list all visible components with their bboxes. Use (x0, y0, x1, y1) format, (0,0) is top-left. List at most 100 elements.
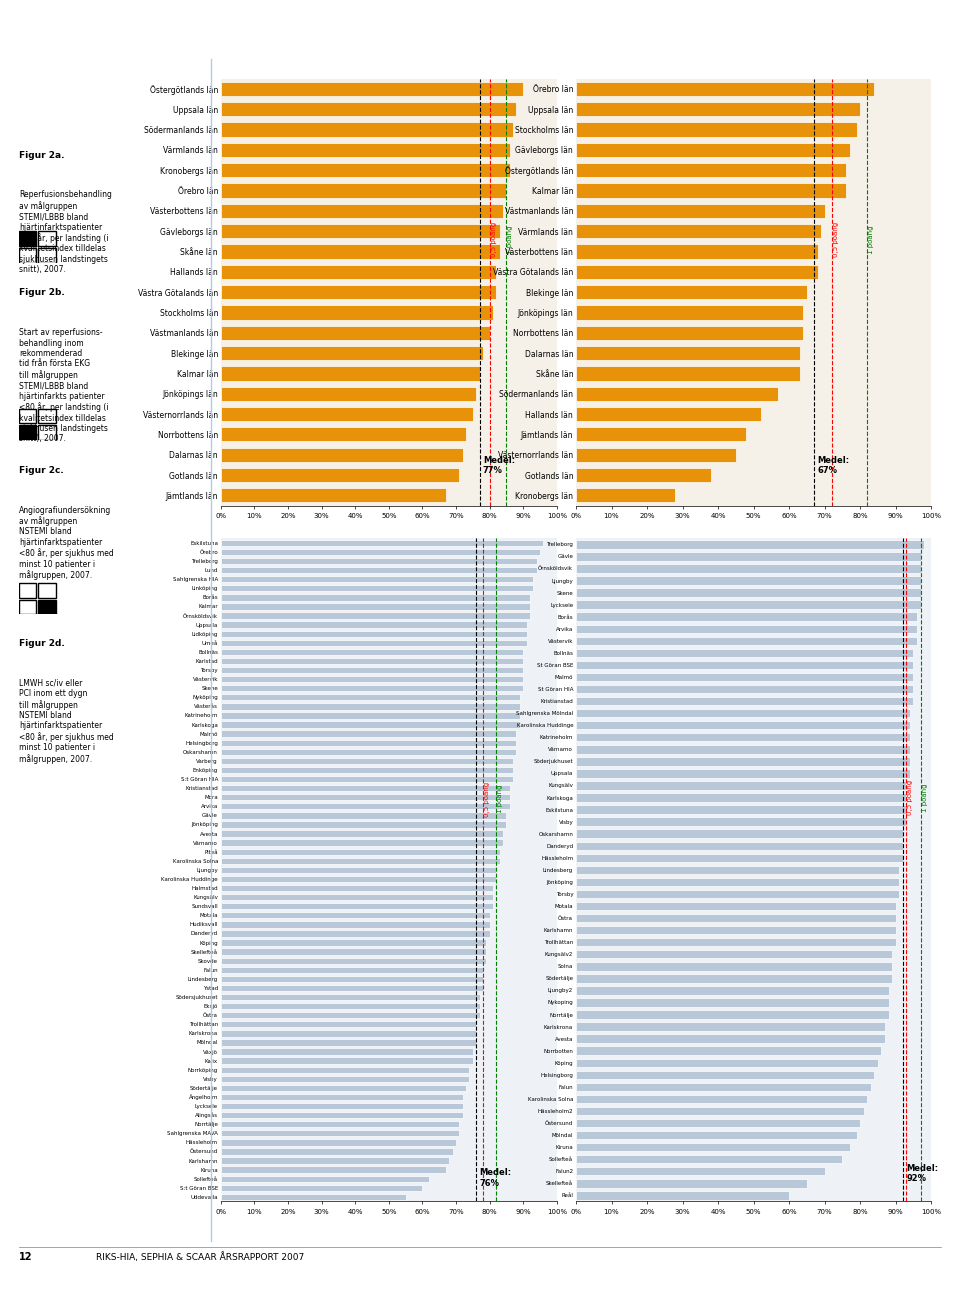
Bar (221, 386, 476, 400)
Bar (221, 931, 490, 936)
Bar (221, 685, 523, 692)
Bar (19, 425, 36, 440)
Bar (221, 676, 523, 683)
Bar (221, 966, 483, 973)
Bar (221, 712, 519, 718)
Bar (221, 1157, 449, 1163)
Bar (221, 667, 523, 674)
Bar (576, 637, 917, 645)
Bar (576, 540, 924, 549)
Bar (221, 204, 503, 218)
Bar (221, 1149, 453, 1154)
Bar (576, 758, 910, 765)
Bar (221, 603, 530, 609)
Bar (576, 1155, 843, 1163)
Bar (221, 821, 507, 827)
Bar (576, 877, 900, 886)
Bar (221, 1130, 459, 1137)
Bar (221, 1066, 469, 1073)
Text: RIKS-HIA, SEPHIA & SCAAR ÅRSRAPPORT 2007: RIKS-HIA, SEPHIA & SCAAR ÅRSRAPPORT 2007 (96, 1253, 304, 1263)
Bar (576, 974, 892, 982)
Bar (221, 839, 503, 846)
Bar (221, 1057, 472, 1064)
Bar (221, 1085, 467, 1091)
Bar (576, 467, 711, 482)
Bar (38, 425, 56, 440)
Bar (576, 244, 818, 259)
Bar (576, 781, 906, 789)
Bar (221, 639, 526, 646)
Bar (576, 1046, 881, 1054)
Bar (576, 448, 735, 462)
Bar (221, 721, 519, 727)
Bar (221, 804, 510, 809)
Text: 0,5 poäng: 0,5 poäng (491, 222, 496, 257)
Bar (576, 553, 921, 561)
Bar (221, 1048, 472, 1054)
Bar (576, 1107, 864, 1115)
Text: Medel:
92%: Medel: 92% (906, 1163, 939, 1183)
Bar (221, 1012, 480, 1019)
Text: 0,5 poäng: 0,5 poäng (833, 222, 839, 257)
Bar (221, 1184, 422, 1191)
Bar (576, 793, 906, 802)
Text: Figur 2d.: Figur 2d. (19, 639, 65, 649)
Bar (221, 1194, 405, 1200)
Bar (221, 576, 534, 583)
Bar (576, 285, 806, 299)
Text: Figur 2b.: Figur 2b. (19, 289, 65, 298)
Text: 1 poäng: 1 poäng (922, 784, 927, 811)
Bar (221, 558, 537, 565)
Bar (576, 81, 875, 96)
Text: 1 poäng: 1 poäng (508, 225, 514, 253)
Bar (576, 914, 896, 922)
Bar (19, 408, 36, 423)
Bar (221, 994, 480, 1001)
Bar (576, 1095, 867, 1103)
Bar (221, 595, 530, 600)
Bar (576, 1070, 875, 1079)
Bar (221, 857, 499, 864)
Bar (221, 285, 496, 299)
Bar (576, 951, 892, 958)
Bar (221, 326, 490, 340)
Bar (576, 163, 846, 177)
Bar (221, 848, 499, 855)
Bar (221, 102, 516, 117)
Text: Angiografiundersökning
av målgruppen
NSTEMI bland
hjärtinfarktspatienter
<80 år,: Angiografiundersökning av målgruppen NST… (19, 506, 114, 580)
Bar (221, 621, 526, 628)
Bar (221, 488, 445, 503)
Bar (38, 231, 56, 247)
Bar (221, 225, 499, 238)
Bar (221, 867, 496, 873)
Bar (221, 549, 540, 555)
Bar (19, 583, 36, 597)
Bar (221, 1094, 463, 1100)
Bar (221, 948, 486, 955)
Bar (576, 204, 825, 218)
Bar (221, 748, 516, 755)
Bar (221, 81, 523, 96)
Text: 0,5 poäng: 0,5 poäng (484, 781, 490, 817)
Bar (38, 248, 56, 263)
Bar (576, 265, 818, 278)
Bar (221, 1166, 445, 1173)
Bar (221, 739, 516, 746)
Bar (221, 649, 523, 655)
Bar (576, 600, 921, 609)
Bar (38, 408, 56, 423)
Bar (221, 903, 493, 910)
Bar (576, 842, 902, 850)
Bar (576, 386, 779, 400)
Bar (576, 649, 913, 656)
Bar (576, 937, 896, 947)
Bar (221, 1103, 463, 1109)
Bar (576, 733, 910, 742)
Bar (576, 1142, 850, 1152)
Text: Figur 2a.: Figur 2a. (19, 151, 64, 160)
Bar (19, 231, 36, 247)
Bar (576, 407, 760, 421)
Bar (576, 565, 921, 572)
Bar (221, 658, 523, 664)
Bar (221, 122, 513, 137)
